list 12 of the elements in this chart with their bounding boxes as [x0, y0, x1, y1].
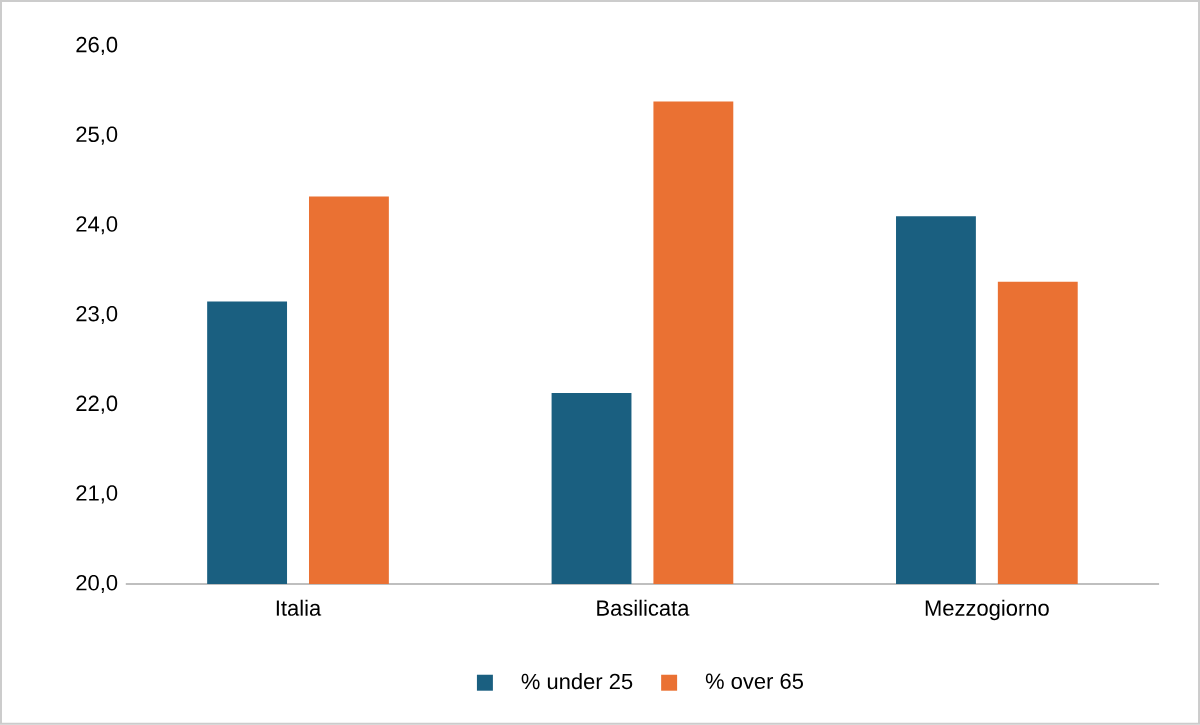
y-tick-label: 26,0	[76, 36, 118, 56]
x-tick-label: Italia	[276, 599, 322, 616]
legend-label: % over 65	[705, 673, 803, 690]
y-tick-label: 20,0	[76, 575, 118, 594]
y-tick-label: 24,0	[76, 216, 118, 235]
y-tick-label: 25,0	[76, 126, 118, 145]
x-tick-label: Basilicata	[597, 599, 690, 616]
y-tick-label: 23,0	[76, 306, 118, 325]
y-tick-label: 22,0	[76, 395, 118, 414]
y-tick-label: 21,0	[76, 485, 118, 504]
x-tick-label: Mezzogiorno	[925, 599, 1049, 621]
legend-label: % under 25	[521, 673, 633, 690]
